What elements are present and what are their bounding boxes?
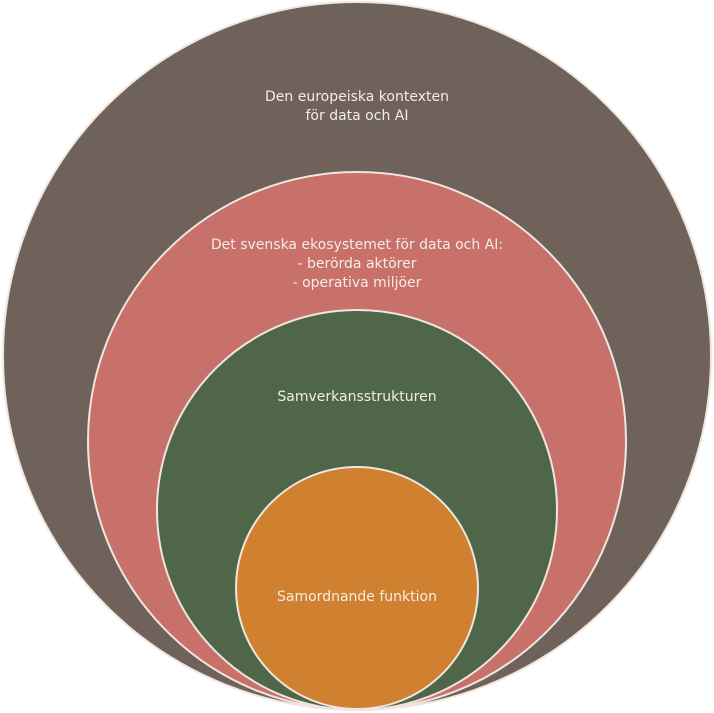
coordinating-function-circle [235, 466, 479, 710]
european-context-line-2: för data och AI [305, 108, 409, 124]
swedish-ecosystem-line-2: - berörda aktörer [297, 256, 417, 272]
swedish-ecosystem-line-3: - operativa miljöer [292, 275, 422, 291]
swedish-ecosystem-label: Det svenska ekosystemet för data och AI:… [157, 236, 557, 293]
coordinating-function-line-1: Samordnande funktion [277, 589, 437, 605]
collaboration-structure-line-1: Samverkansstrukturen [277, 389, 437, 405]
european-context-line-1: Den europeiska kontexten [265, 89, 449, 105]
collaboration-structure-label: Samverkansstrukturen [157, 388, 557, 407]
swedish-ecosystem-line-1: Det svenska ekosystemet för data och AI: [210, 237, 504, 253]
european-context-label: Den europeiska kontexten för data och AI [157, 88, 557, 126]
coordinating-function-label: Samordnande funktion [157, 588, 557, 607]
